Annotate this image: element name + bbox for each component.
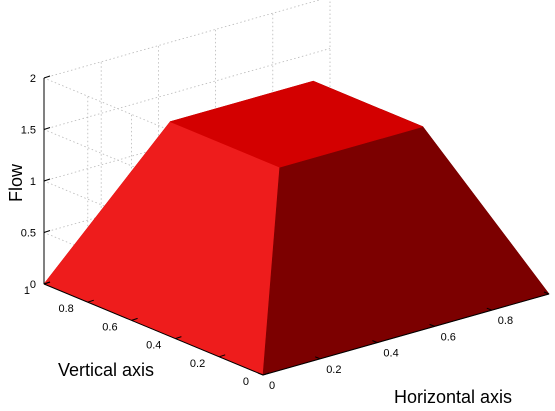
z-tick-label: 2 <box>30 73 36 85</box>
x-tick-label: 0.8 <box>498 315 513 327</box>
surface-layer <box>43 80 550 376</box>
x-tick-mark <box>315 356 321 360</box>
y-tick-mark <box>87 299 94 303</box>
x-tick-mark <box>257 372 264 376</box>
z-tick-label: 0 <box>30 279 36 291</box>
x-tick-mark <box>543 291 550 295</box>
y-axis-line <box>43 283 264 376</box>
surface-left-face <box>43 121 281 376</box>
surface-front-face <box>262 126 550 376</box>
z-tick-label: 1.5 <box>21 125 36 137</box>
z-tick-label: 1 <box>30 176 36 188</box>
z-tick-mark <box>43 178 51 182</box>
z-tick-mark <box>43 75 51 79</box>
grid-line <box>43 0 321 79</box>
grid-line <box>43 48 331 130</box>
x-axis-line <box>262 293 550 376</box>
x-tick-mark <box>372 340 378 344</box>
z-axis-label: Flow <box>6 163 26 202</box>
x-tick-label: 0.6 <box>441 331 456 343</box>
y-tick-mark <box>219 354 226 358</box>
x-tick-mark <box>429 323 435 327</box>
y-tick-label: 0.4 <box>146 340 161 352</box>
y-tick-mark <box>262 372 270 376</box>
x-tick-label: 0.4 <box>383 348 398 360</box>
y-tick-label: 0 <box>243 376 249 388</box>
x-tick-mark <box>486 307 492 311</box>
x-tick-label: 0.2 <box>326 364 341 376</box>
z-tick-label: 0.5 <box>21 228 36 240</box>
y-tick-label: 0.8 <box>59 303 74 315</box>
y-tick-label: 0.2 <box>190 358 205 370</box>
y-axis-label: Vertical axis <box>58 360 154 380</box>
y-tick-label: 0.6 <box>102 321 117 333</box>
x-axis-label: Horizontal axis <box>394 387 512 407</box>
x-tick-label: 0 <box>269 380 275 392</box>
z-tick-mark <box>43 127 51 130</box>
y-tick-mark <box>175 336 182 340</box>
surface-plateau <box>169 80 424 168</box>
y-tick-mark <box>131 317 138 321</box>
y-tick-mark <box>43 281 51 285</box>
y-tick-label: 1 <box>24 285 30 297</box>
z-tick-mark <box>43 230 51 233</box>
